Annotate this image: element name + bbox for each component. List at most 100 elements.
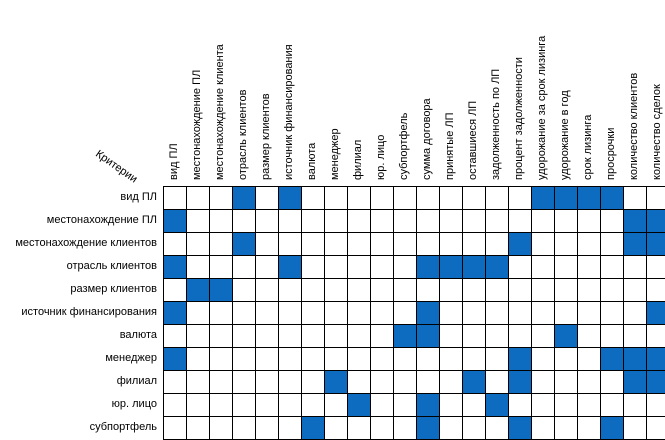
matrix-cell (531, 370, 555, 394)
matrix-cell (393, 278, 417, 302)
matrix-cell (393, 209, 417, 233)
matrix-cell (163, 393, 187, 417)
matrix-cell (232, 278, 256, 302)
matrix-cell (370, 393, 394, 417)
column-header: местонахождение ПЛ (191, 69, 203, 180)
row-header: местонахождение ПЛ (46, 214, 157, 226)
column-header: процент задолженности (513, 57, 525, 180)
matrix-cell (324, 186, 348, 210)
matrix-cell (554, 232, 578, 256)
matrix-cell (462, 278, 486, 302)
matrix-cell (347, 347, 371, 371)
matrix-cell (508, 324, 532, 348)
matrix-cell-marked (278, 255, 302, 279)
matrix-cell (531, 301, 555, 325)
matrix-cell (508, 393, 532, 417)
matrix-cell (577, 301, 601, 325)
matrix-cell (278, 301, 302, 325)
matrix-cell (347, 324, 371, 348)
matrix-cell (393, 370, 417, 394)
matrix-cell-marked (508, 416, 532, 440)
matrix-cell (485, 370, 509, 394)
column-header: местонахождение клиента (214, 44, 226, 180)
matrix-cell (508, 278, 532, 302)
matrix-cell (370, 278, 394, 302)
matrix-cell (232, 324, 256, 348)
matrix-cell (209, 324, 233, 348)
row-header: вид ПЛ (120, 191, 157, 203)
matrix-cell-marked (163, 301, 187, 325)
matrix-cell (163, 186, 187, 210)
matrix-cell-marked (278, 186, 302, 210)
matrix-cell (209, 255, 233, 279)
matrix-cell (462, 232, 486, 256)
matrix-cell-marked (232, 186, 256, 210)
matrix-cell (462, 209, 486, 233)
matrix-cell (301, 232, 325, 256)
matrix-cell-marked (508, 370, 532, 394)
matrix-cell (393, 186, 417, 210)
matrix-cell (163, 416, 187, 440)
matrix-cell (186, 416, 210, 440)
matrix-cell (278, 370, 302, 394)
matrix-cell (209, 416, 233, 440)
matrix-cell (577, 393, 601, 417)
matrix-cell-marked (623, 347, 647, 371)
column-header: удорожание в год (559, 90, 571, 180)
matrix-cell (439, 324, 463, 348)
matrix-cell (439, 209, 463, 233)
matrix-cell (623, 393, 647, 417)
matrix-cell (462, 186, 486, 210)
matrix-cell (577, 370, 601, 394)
column-header: размер клиентов (260, 93, 272, 180)
matrix-cell (232, 416, 256, 440)
matrix-cell (623, 278, 647, 302)
matrix-cell-marked (416, 416, 440, 440)
matrix-cell (485, 416, 509, 440)
matrix-cell (232, 255, 256, 279)
matrix-cell (324, 209, 348, 233)
matrix-cell (554, 278, 578, 302)
column-header: филиал (352, 139, 364, 180)
matrix-cell (531, 324, 555, 348)
matrix-cell (324, 393, 348, 417)
matrix-cell (439, 186, 463, 210)
matrix-cell (646, 255, 665, 279)
matrix-cell-marked (600, 416, 624, 440)
matrix-cell (393, 301, 417, 325)
matrix-cell (554, 393, 578, 417)
matrix-cell (393, 393, 417, 417)
row-header: валюта (119, 329, 157, 341)
matrix-cell-marked (508, 232, 532, 256)
matrix-cell (600, 393, 624, 417)
matrix-cell (324, 232, 348, 256)
matrix-cell (209, 393, 233, 417)
matrix-cell (347, 209, 371, 233)
matrix-cell (439, 301, 463, 325)
matrix-cell (186, 232, 210, 256)
matrix-cell (301, 347, 325, 371)
matrix-cell (232, 347, 256, 371)
matrix-cell-marked (209, 278, 233, 302)
matrix-cell-marked (646, 370, 665, 394)
matrix-cell (531, 232, 555, 256)
matrix-cell (439, 416, 463, 440)
column-header: субпортфель (398, 112, 410, 180)
matrix-cell (646, 186, 665, 210)
matrix-cell-marked (646, 347, 665, 371)
row-header: субпортфель (89, 421, 157, 433)
row-header: источник финансирования (21, 306, 157, 318)
matrix-cell (301, 278, 325, 302)
column-header: отрасль клиентов (237, 89, 249, 180)
matrix-cell (416, 209, 440, 233)
matrix-cell (554, 209, 578, 233)
matrix-cell (485, 324, 509, 348)
column-header: юр. лицо (375, 134, 387, 180)
matrix-cell (485, 278, 509, 302)
matrix-cell (485, 186, 509, 210)
corner-label: Критерии (93, 148, 140, 186)
matrix-cell-marked (600, 347, 624, 371)
matrix-cell-marked (393, 324, 417, 348)
matrix-cell-marked (554, 186, 578, 210)
matrix-cell-marked (416, 324, 440, 348)
